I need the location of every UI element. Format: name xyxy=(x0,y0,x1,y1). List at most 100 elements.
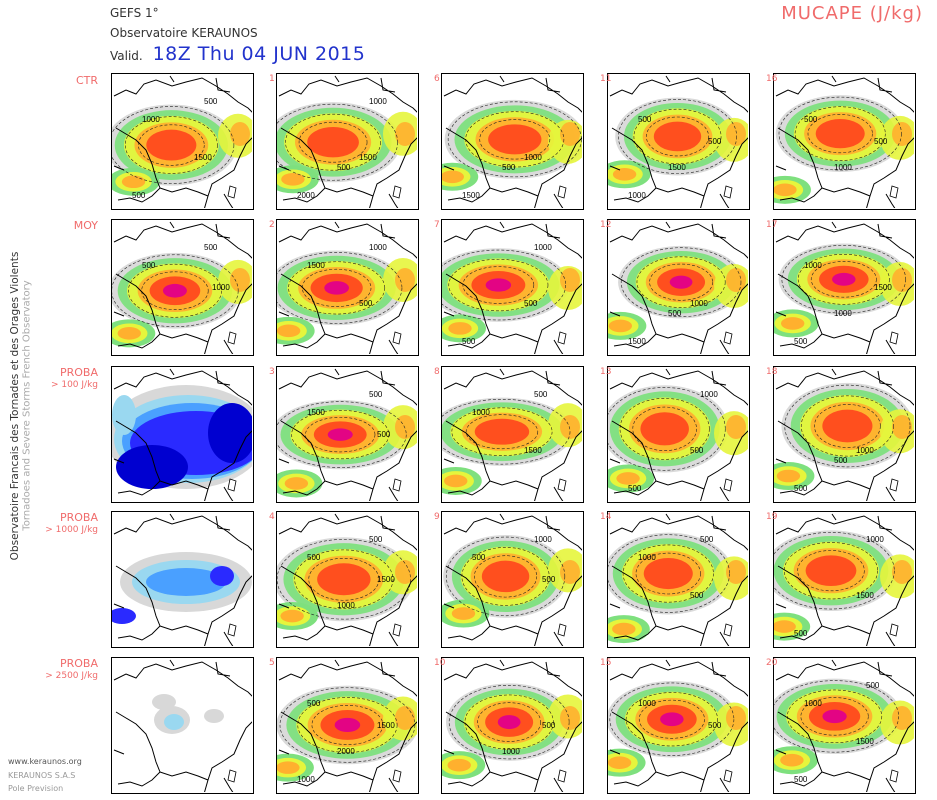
cape-contour-band xyxy=(892,560,912,584)
contour-value-label: 500 xyxy=(668,309,682,318)
map-panel[interactable]: 1000 1500 500 xyxy=(773,511,916,648)
dashed-isoline xyxy=(810,261,877,298)
member-number: 10 xyxy=(434,658,446,668)
map-field: 1000 500 500 xyxy=(112,221,252,354)
map-panel[interactable]: 1000 500 500 xyxy=(773,73,916,210)
map-panel[interactable]: 1000 500 500 xyxy=(111,219,254,356)
row-label-proba-100: PROBA > 100 J/kg xyxy=(2,366,98,392)
contour-value-label: 500 xyxy=(462,337,476,346)
contour-value-label: 1000 xyxy=(369,97,387,106)
coastline xyxy=(443,659,582,792)
cape-contour-band xyxy=(395,415,415,439)
map-panel[interactable] xyxy=(111,511,254,648)
cape-contour-band xyxy=(726,415,746,439)
map-field: 1000 500 500 xyxy=(608,513,748,646)
cape-contour-band xyxy=(726,560,746,584)
map-panel[interactable]: 1000 1500 500 xyxy=(441,73,584,210)
corsica-outline xyxy=(889,185,899,199)
map-field: 500 1500 500 xyxy=(277,368,417,501)
map-panel[interactable]: 1000 500 500 xyxy=(441,219,584,356)
dashed-isoline xyxy=(285,113,381,171)
map-panel[interactable]: 1000 500 500 xyxy=(607,366,750,503)
dashed-isoline xyxy=(448,684,570,760)
corsica-outline xyxy=(723,331,733,345)
dashed-isoline xyxy=(625,692,718,747)
map-panel[interactable]: 1000 500 xyxy=(441,657,584,794)
dashed-isoline xyxy=(291,410,390,460)
map-panel[interactable]: 1000 500 1500 500 xyxy=(773,657,916,794)
contour-value-label: 500 xyxy=(794,775,808,784)
map-panel[interactable]: 1000 500 1500 xyxy=(441,366,584,503)
contour-value-label: 500 xyxy=(638,115,652,124)
cape-contour-band xyxy=(608,756,632,769)
member-number: 12 xyxy=(600,220,612,230)
proba-band xyxy=(164,714,184,730)
cape-contour-band xyxy=(485,278,512,292)
contour-value-label: 1500 xyxy=(462,191,480,200)
coastline xyxy=(443,368,582,501)
map-panel[interactable]: 500 500 1000 xyxy=(441,511,584,648)
dashed-isoline xyxy=(124,116,218,174)
corsica-outline xyxy=(889,769,899,783)
footer-website[interactable]: www.keraunos.org xyxy=(8,757,82,766)
dashed-isoline xyxy=(442,399,571,465)
coastline xyxy=(775,221,914,354)
member-number: 16 xyxy=(766,74,778,84)
map-panel[interactable]: 1000 1500 2000 500 xyxy=(276,73,419,210)
contour-value-label: 1000 xyxy=(856,446,874,455)
map-panel[interactable]: 500 1000 xyxy=(607,657,750,794)
dashed-isoline xyxy=(277,103,398,181)
map-panel[interactable]: 500 1500 500 xyxy=(276,366,419,503)
contour-value-label: 2000 xyxy=(297,191,315,200)
map-panel[interactable]: 1000 1500 500 500 xyxy=(607,73,750,210)
map-panel[interactable]: 1000 500 1500 500 xyxy=(111,73,254,210)
contour-value-label: 500 xyxy=(542,721,556,730)
map-panel[interactable]: 500 1000 1500 1000 xyxy=(773,219,916,356)
map-panel[interactable]: 1000 1500 500 500 xyxy=(276,511,419,648)
map-panel[interactable] xyxy=(111,366,254,503)
contour-value-label: 500 xyxy=(377,430,391,439)
map-panel[interactable]: 1500 1000 500 xyxy=(276,219,419,356)
corsica-outline xyxy=(723,623,733,637)
coastline xyxy=(775,659,914,792)
dashed-isoline xyxy=(638,699,705,739)
cape-contour-band xyxy=(497,715,521,730)
member-number: 14 xyxy=(600,512,612,522)
parameter-title: MUCAPE (J/kg) xyxy=(781,3,923,24)
contour-value-label: 500 xyxy=(708,137,722,146)
contour-value-label: 500 xyxy=(359,299,373,308)
model-name: GEFS 1° xyxy=(110,6,159,20)
proba-band xyxy=(112,608,136,624)
cape-contour-band xyxy=(334,717,361,733)
dashed-isoline xyxy=(784,542,878,600)
contour-value-label: 500 xyxy=(628,484,642,493)
dashed-isoline xyxy=(305,416,376,453)
cape-contour-band xyxy=(327,428,353,441)
cape-contour-band xyxy=(230,268,250,292)
coastline xyxy=(278,659,417,792)
side-title-fr: Observatoire Francais des Tornades et de… xyxy=(9,251,21,561)
map-field xyxy=(112,367,252,501)
map-panel[interactable]: 1000 500 500 xyxy=(773,366,916,503)
map-field: 1500 1000 500 xyxy=(277,221,417,354)
contour-value-label: 1000 xyxy=(534,243,552,252)
contour-value-label: 500 xyxy=(874,137,888,146)
dashed-isoline xyxy=(794,106,886,161)
map-field: 1000 1500 500 500 xyxy=(277,513,417,646)
map-panel[interactable]: 1000 500 500 xyxy=(607,511,750,648)
dashed-isoline xyxy=(618,99,737,174)
contour-value-label: 1000 xyxy=(297,775,315,784)
map-field: 1000 500 500 xyxy=(608,368,748,501)
corsica-outline xyxy=(392,623,402,637)
map-panel[interactable]: 1000 2000 1500 500 xyxy=(276,657,419,794)
footer-company: KERAUNOS S.A.S xyxy=(8,771,76,780)
map-panel[interactable]: 1000 1500 500 xyxy=(607,219,750,356)
member-number: 2 xyxy=(269,220,275,230)
map-panel[interactable] xyxy=(111,657,254,794)
coastline xyxy=(609,659,748,792)
cape-contour-band xyxy=(774,183,797,197)
coastline xyxy=(443,75,582,208)
contour-value-label: 1000 xyxy=(804,699,822,708)
cape-contour-band xyxy=(612,622,636,636)
map-field: 1000 500 500 xyxy=(774,75,914,208)
